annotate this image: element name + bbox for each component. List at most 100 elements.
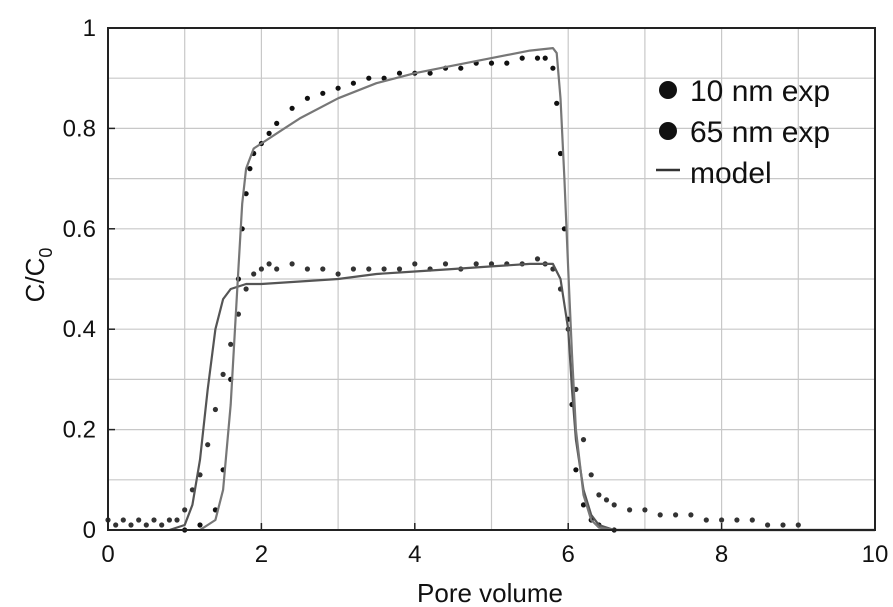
legend-marker-dot [659,81,677,99]
y-tick-label: 0.4 [63,316,96,343]
data-point [542,55,548,61]
data-point [243,191,249,197]
series-2 [169,262,875,532]
data-point [765,522,771,528]
legend-label: model [690,157,772,190]
data-point [396,266,403,272]
data-point [427,70,433,76]
data-point [719,517,725,523]
data-point [243,286,249,292]
series-line [169,262,875,532]
data-point [159,522,165,528]
data-point [688,512,694,518]
data-point [212,406,218,413]
data-point [274,120,280,126]
y-tick-label: 0.2 [63,417,96,444]
data-point [573,467,579,473]
data-point [128,522,134,528]
y-axis-label-main: C/C [20,258,50,303]
data-point [580,502,587,508]
data-point [113,522,119,528]
data-point [381,75,387,81]
data-point [412,261,418,267]
x-tick-label: 0 [101,541,114,568]
data-point [519,55,525,61]
legend-item: 65 nm exp [659,116,830,149]
data-point [534,256,541,262]
ticks: 0 2 4 6 8 10 0 0.2 0.4 0.6 0.8 1 [63,15,889,568]
data-point [247,166,253,172]
data-point [228,341,234,347]
data-point [320,90,326,96]
data-point [554,100,560,106]
data-point [488,261,495,267]
data-point [320,266,326,272]
y-axis-label-subscript: 0 [36,248,56,258]
data-point [366,266,372,272]
data-point [205,442,211,448]
series-1 [182,55,617,533]
y-tick-label: 1 [83,15,96,42]
data-point [557,150,564,157]
data-point [488,60,495,66]
x-tick-label: 8 [715,541,728,568]
legend-marker-dot [659,122,677,140]
data-point [642,507,648,513]
data-point [335,271,341,277]
x-tick-label: 6 [562,541,575,568]
data-point [335,85,341,91]
data-point [580,437,587,443]
data-point [182,507,188,513]
series-0 [105,256,801,528]
data-point [136,517,142,523]
data-point [588,472,594,478]
y-axis-label: C/C0 [20,248,56,303]
data-point [143,522,149,528]
data-point [611,502,617,508]
data-point [603,497,610,503]
data-point [304,95,310,101]
x-tick-label: 2 [255,541,268,568]
x-tick-label: 4 [408,541,421,568]
data-point [795,522,801,528]
data-point [504,60,510,66]
data-point [166,517,172,523]
series-line [199,47,875,532]
legend-item: 10 nm exp [659,75,830,108]
data-point [780,522,786,528]
data-point [258,266,264,272]
data-point [266,261,272,267]
data-point [274,266,280,272]
data-point [266,130,272,136]
data-point [442,261,449,267]
y-tick-label: 0 [83,517,96,544]
y-tick-label: 0.8 [63,115,96,142]
series-3 [199,47,875,532]
data-point [289,105,295,111]
data-point [627,507,633,513]
plot-frame [107,27,876,531]
x-tick-label: 10 [862,541,889,568]
data-point [734,517,740,523]
legend-label: 65 nm exp [690,116,830,149]
data-point [174,517,180,523]
legend-item: model [656,157,772,190]
data-point [366,75,372,81]
data-point [596,492,602,498]
data-point [749,517,755,523]
data-point [120,517,126,523]
data-point [197,522,203,528]
data-point [473,261,479,267]
grid [108,28,875,530]
data-point [235,311,241,317]
data-point [350,80,356,86]
data-point [550,65,556,71]
data-point [396,70,403,76]
data-point [220,371,226,377]
data-point [289,261,295,267]
data-point [673,512,679,518]
data-point [703,517,709,523]
y-tick-label: 0.6 [63,216,96,243]
data-point [534,55,541,61]
